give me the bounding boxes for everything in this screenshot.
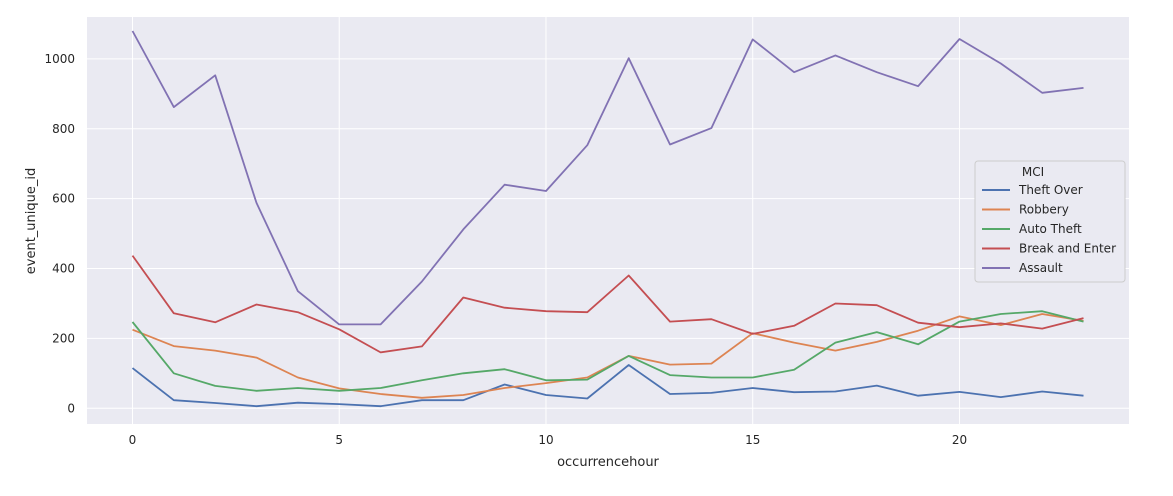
legend-label-auto-theft: Auto Theft bbox=[1019, 222, 1082, 236]
y-axis-label: event_unique_id bbox=[24, 168, 39, 274]
y-tick-label: 400 bbox=[52, 262, 75, 276]
x-tick-labels: 0 5 10 15 20 bbox=[129, 433, 967, 447]
series-line-theft-over bbox=[131, 364, 1084, 408]
series-lines bbox=[131, 30, 1084, 408]
grid-lines bbox=[87, 17, 1129, 424]
legend-label-robbery: Robbery bbox=[1019, 203, 1069, 217]
y-tick-label: 600 bbox=[52, 192, 75, 206]
series-line-robbery bbox=[132, 313, 1084, 399]
legend-label-break-and-enter: Break and Enter bbox=[1019, 242, 1116, 256]
y-tick-labels: 0 200 400 600 800 1000 bbox=[44, 52, 75, 415]
y-tick-label: 0 bbox=[67, 401, 75, 415]
x-tick-label: 15 bbox=[745, 433, 760, 447]
legend: MCI Theft Over Robbery Auto Theft Break and… bbox=[974, 160, 1126, 283]
legend-label-assault: Assault bbox=[1019, 261, 1063, 275]
y-tick-label: 200 bbox=[52, 331, 75, 345]
series-line-break-and-enter bbox=[131, 255, 1084, 354]
x-tick-label: 20 bbox=[952, 433, 967, 447]
legend-label-theft-over: Theft Over bbox=[1018, 183, 1083, 197]
legend-items: Theft Over Robbery Auto Theft Break and Ent… bbox=[982, 183, 1116, 275]
legend-title: MCI bbox=[1022, 165, 1044, 179]
x-tick-label: 10 bbox=[538, 433, 553, 447]
series-line-auto-theft bbox=[131, 310, 1084, 392]
y-tick-label: 1000 bbox=[44, 52, 75, 66]
x-axis-label: occurrencehour bbox=[557, 455, 659, 470]
y-tick-label: 800 bbox=[52, 122, 75, 136]
legend-box bbox=[974, 160, 1126, 283]
plot-background bbox=[87, 17, 1129, 424]
x-tick-label: 0 bbox=[129, 433, 137, 447]
series-line-assault bbox=[131, 30, 1084, 326]
x-tick-label: 5 bbox=[335, 433, 343, 447]
